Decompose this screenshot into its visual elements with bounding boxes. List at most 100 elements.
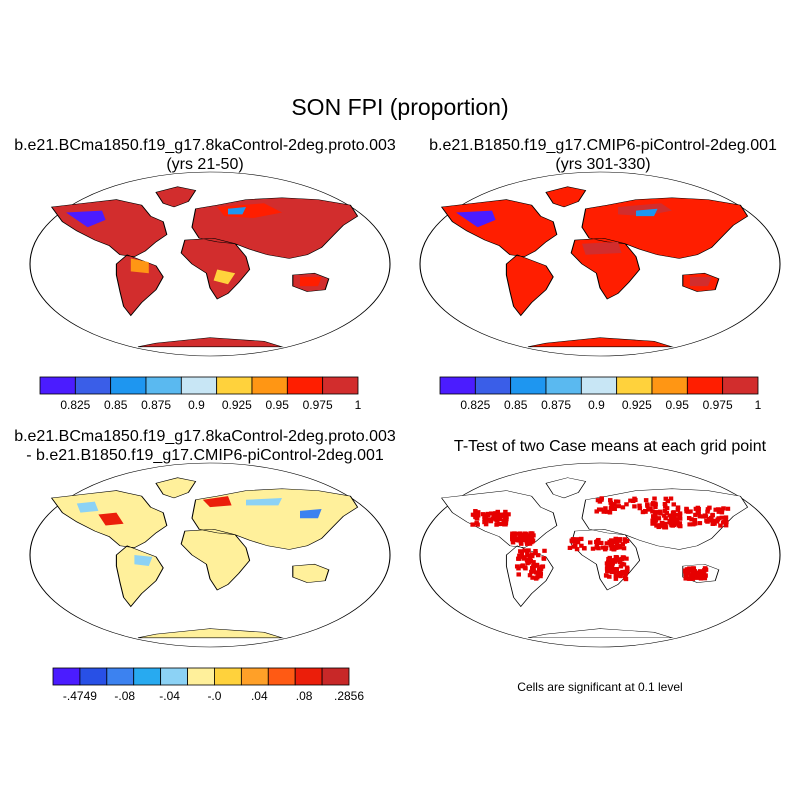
- significant-cell: [531, 560, 536, 565]
- colorbar-diff-swatch: [240, 667, 269, 686]
- significant-cell: [516, 572, 521, 577]
- colorbar-diff-swatch: [79, 667, 108, 686]
- significant-cell: [719, 510, 725, 515]
- significant-cell: [650, 509, 655, 514]
- colorbar-mean-swatch: [216, 376, 253, 395]
- map-panel-case2: [420, 172, 780, 356]
- significant-cell: [522, 548, 527, 553]
- map-panel-diff: [30, 463, 390, 647]
- significant-cell: [616, 504, 621, 509]
- significant-cells: [470, 496, 731, 582]
- colorbar-mean-2-tick-label: 0.85: [504, 398, 528, 412]
- colorbar-mean-tick-label: 0.825: [60, 398, 90, 412]
- significant-cell: [579, 543, 584, 548]
- significant-cell: [514, 564, 520, 569]
- significant-cell: [510, 540, 516, 545]
- significant-cell: [675, 507, 681, 512]
- significant-cell: [662, 524, 667, 529]
- figure-title: SON FPI (proportion): [291, 94, 509, 120]
- significant-cell: [612, 502, 617, 507]
- significant-cell: [613, 545, 618, 550]
- significant-cell: [665, 499, 671, 504]
- significant-cell: [621, 562, 627, 567]
- colorbar-diff-tick-label: -.4749: [63, 689, 97, 703]
- colorbar-diff-tick-label: -.08: [114, 689, 135, 703]
- significant-cell: [594, 509, 599, 514]
- colorbar-mean-swatch: [39, 376, 76, 395]
- significant-cell: [501, 518, 506, 523]
- significant-cell: [613, 536, 618, 541]
- colorbar-mean-2: 0.825 0.85 0.875 0.9 0.925 0.95 0.975 1: [439, 376, 762, 412]
- significant-cell: [567, 545, 573, 550]
- significant-cell: [483, 522, 489, 527]
- significant-cell: [597, 499, 603, 504]
- significant-cell: [603, 546, 609, 551]
- significant-cell: [515, 536, 521, 541]
- significant-cell: [723, 518, 728, 523]
- significant-cell: [697, 575, 702, 580]
- colorbar-diff-swatch: [321, 667, 350, 686]
- significant-cell: [529, 554, 535, 559]
- significant-cell: [578, 536, 584, 541]
- significant-cell: [669, 515, 675, 520]
- significant-cell: [530, 565, 535, 571]
- significant-cell: [511, 537, 517, 542]
- significant-cell: [710, 521, 716, 526]
- significant-cell: [604, 541, 610, 546]
- significant-cell: [703, 573, 708, 578]
- panel-case2-title: b.e21.B1850.f19_g17.CMIP6-piControl-2deg…: [408, 136, 798, 174]
- significant-cell: [519, 554, 524, 559]
- significant-cell: [677, 513, 683, 518]
- significant-cell: [667, 518, 672, 523]
- significant-cell: [692, 569, 697, 574]
- significant-cell: [618, 574, 623, 579]
- significant-cell: [653, 514, 658, 519]
- colorbar-diff-tick-label: .2856: [334, 689, 364, 703]
- significant-cell: [656, 516, 662, 521]
- colorbar-mean: 0.825 0.85 0.875 0.9 0.925 0.95 0.975 1: [39, 376, 362, 412]
- significant-cell: [518, 537, 524, 542]
- significant-cell: [696, 511, 701, 516]
- significant-cell: [663, 516, 668, 521]
- significant-cell: [502, 522, 507, 527]
- significant-cell: [637, 503, 642, 508]
- significant-cell: [716, 509, 722, 514]
- significant-cell: [653, 510, 659, 515]
- significant-cell: [697, 521, 703, 526]
- significant-cell: [687, 522, 692, 527]
- significant-cell: [528, 534, 533, 540]
- colorbar-diff-tick-label: -.0: [207, 689, 221, 703]
- significant-cell: [653, 518, 658, 523]
- significant-cell: [495, 509, 501, 514]
- significant-cell: [723, 523, 729, 528]
- colorbar-mean-2-tick-label: 0.975: [703, 398, 733, 412]
- colorbar-mean-2-tick-label: 0.925: [622, 398, 652, 412]
- colorbar-mean-swatch: [286, 376, 324, 395]
- significant-cell: [692, 518, 697, 523]
- colorbar-mean-2-swatch: [580, 376, 618, 395]
- colorbar-mean-2-tick-label: 1: [755, 398, 762, 412]
- significant-cell: [483, 519, 489, 524]
- significant-cell: [538, 566, 543, 571]
- significant-cell: [526, 548, 531, 553]
- significant-cell: [530, 575, 535, 580]
- significant-cell: [652, 501, 658, 506]
- significant-cell: [677, 516, 683, 521]
- significant-cell: [527, 573, 533, 578]
- significant-cell: [688, 509, 693, 514]
- significant-cell: [608, 540, 614, 545]
- colorbar-mean-swatch: [110, 376, 147, 395]
- significant-cell: [705, 509, 710, 514]
- significant-cell: [470, 522, 476, 527]
- significant-cell: [494, 522, 499, 527]
- significant-cell: [604, 566, 610, 571]
- colorbar-mean-tick-label: 0.875: [141, 398, 171, 412]
- significant-cell: [516, 556, 521, 561]
- significant-cell: [624, 538, 630, 544]
- map-panel-ttest: [420, 463, 780, 647]
- colorbar-mean-2-swatch: [510, 376, 547, 395]
- colorbar-mean-swatch: [145, 376, 182, 395]
- colorbar-mean-swatch: [180, 376, 218, 395]
- significant-cell: [611, 540, 617, 545]
- significant-cell: [608, 500, 614, 505]
